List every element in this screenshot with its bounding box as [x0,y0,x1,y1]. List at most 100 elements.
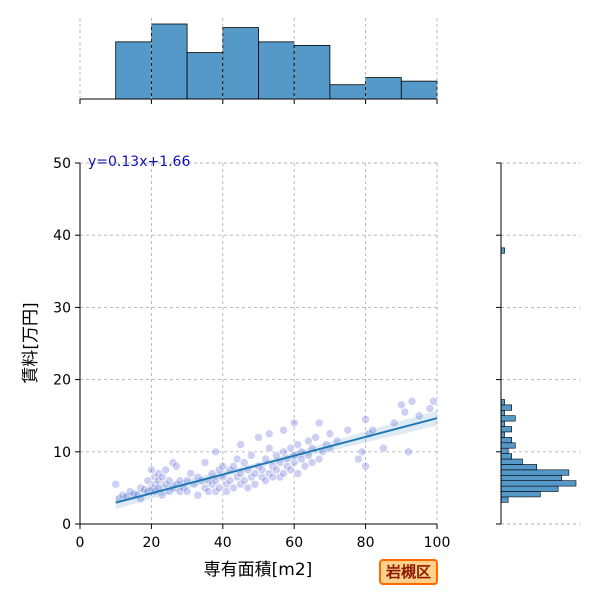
scatter-point [314,418,324,428]
scatter-point [243,483,253,493]
scatter-point [175,476,185,485]
scatter-point [304,436,313,446]
scatter-point [279,469,288,478]
scatter-point [268,472,278,482]
regression-equation: y=0.13x+1.66 [88,154,190,170]
x-tick-label: 20 [142,535,160,551]
scatter-point [289,458,299,467]
regression-fit [115,410,438,510]
main-axes: 0 20 40 60 80 100 0 10 20 30 40 50 [53,156,450,551]
regression-line [115,417,438,504]
scatter-point [264,429,274,439]
scatter-point [311,433,320,442]
right-hist-bar [500,496,509,503]
x-tick-label: 60 [285,535,303,551]
scatter-point [161,479,170,489]
scatter-point [389,418,399,428]
region-badge: 岩槻区 [379,559,439,585]
scatter-point [161,465,170,475]
top-hist-bar [115,41,152,100]
y-tick-label: 50 [53,156,71,172]
scatter-point [154,476,163,485]
right-hist-bar [500,491,541,498]
scatter-point [282,461,292,471]
scatter-point [186,469,195,478]
scatter-point [214,465,224,475]
scatter-point [361,461,370,471]
right-hist-bar [500,458,523,465]
scatter-point [154,469,163,478]
top-hist-bar [186,52,224,100]
scatter-point [247,472,256,482]
top-hist-bar [150,23,188,100]
right-hist-bar [500,420,505,427]
x-tick-label: 40 [214,535,232,551]
scatter-point [325,429,335,439]
scatter-point [211,487,220,496]
right-hist-bar [500,474,563,481]
x-tick-label: 0 [76,535,85,551]
scatter-point [279,425,288,435]
scatter-point [379,443,388,453]
right-hist-bar [500,453,513,460]
x-axis-label: 専有面積[m2] [204,560,313,580]
right-hist-bar [500,442,516,449]
scatter-point [229,483,238,493]
scatter-point [400,407,410,417]
scatter-point [150,472,160,482]
right-hist-bar [500,415,516,422]
scatter-point [175,487,185,496]
scatter-point [396,400,406,410]
scatter-point [164,476,174,485]
scatter-point [297,454,306,464]
right-hist-bar [500,464,538,471]
scatter-point [357,447,367,457]
scatter-point [168,458,178,467]
scatter-point [429,396,438,406]
scatter-point [222,487,231,496]
scatter-point [286,443,295,453]
scatter-point [193,490,203,500]
scatter-point [264,443,274,453]
top-histogram [79,23,438,104]
scatter-point [307,458,317,467]
scatter-point [286,465,295,475]
right-hist-bar [500,404,513,411]
y-tick-label: 20 [53,373,71,389]
scatter-point [407,396,417,406]
scatter-point [250,479,260,489]
scatter-point [200,458,210,467]
scatter-point [261,476,270,485]
scatter-point [143,476,153,485]
scatter-point [147,483,156,493]
scatter-point [250,469,260,478]
scatter-point [264,469,274,478]
scatter-point [354,454,363,464]
scatter-point [204,487,213,496]
scatter-point [207,479,217,489]
scatter-point [214,483,224,493]
x-tick-label: 100 [424,535,451,551]
scatter-point [232,454,242,464]
right-hist-bar [500,447,509,454]
scatter-point [275,472,285,482]
scatter-point [236,479,245,489]
right-hist-bar [500,399,505,406]
right-hist-bar [500,437,513,444]
scatter-point [314,454,324,464]
scatter-point [211,447,220,457]
scatter-point [232,472,242,482]
x-tick-label: 80 [357,535,375,551]
top-hist-bar [293,45,331,100]
right-histogram [496,162,577,525]
y-axis-label: 賃料[万円] [21,302,41,383]
scatter-point [404,447,413,457]
top-hist-bar [365,77,402,100]
scatter-point [425,404,435,413]
scatter-point [343,425,353,435]
scatter-point [293,469,303,478]
scatter-point [239,476,249,485]
scatter-point [172,461,181,471]
scatter-point [272,465,281,475]
scatter-point [300,461,310,471]
